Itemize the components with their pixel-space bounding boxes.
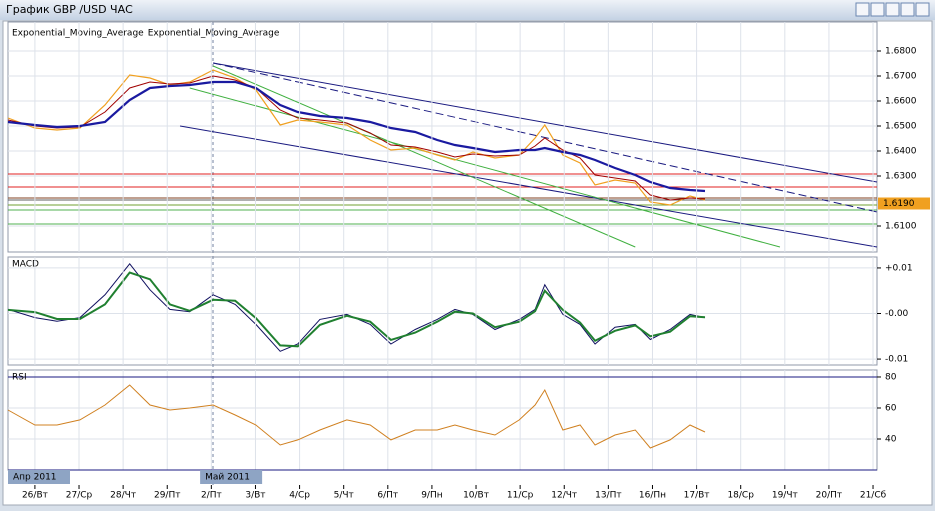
close-button[interactable] [915, 2, 930, 17]
x-tick-label: 28/Чт [110, 491, 136, 501]
period-label: Май 2011 [205, 473, 250, 483]
period-box [200, 470, 263, 484]
y-tick-label: -0.01 [885, 355, 908, 365]
maximize-button[interactable] [900, 2, 915, 17]
trend-line [213, 62, 878, 183]
y-tick-label: -0.00 [885, 309, 909, 319]
y-tick-label: 1.6300 [885, 172, 917, 182]
x-tick-label: 5/Чт [334, 491, 354, 501]
trend-line [212, 65, 636, 248]
series-line [7, 384, 706, 449]
x-tick-label: 4/Ср [289, 491, 310, 501]
trend-line [213, 62, 878, 213]
x-tick-label: 16/Пн [639, 491, 666, 501]
x-tick-label: 2/Пт [201, 491, 222, 501]
y-tick-label: 1.6700 [885, 72, 917, 82]
x-tick-label: 3/Вт [245, 491, 265, 501]
y-tick-label: 1.6400 [885, 147, 917, 157]
series-line [7, 75, 706, 201]
y-tick-label: 1.6500 [885, 122, 917, 132]
period-label: Апр 2011 [13, 473, 57, 483]
y-tick-label: 1.6100 [885, 222, 917, 232]
panel-frame [7, 256, 878, 366]
chart-area [2, 20, 933, 506]
tile-button[interactable] [870, 2, 885, 17]
period-box [8, 470, 70, 484]
series-line [7, 69, 706, 206]
x-tick-label: 12/Чт [551, 491, 577, 501]
y-tick-label: 40 [885, 434, 897, 444]
x-tick-label: 6/Пт [377, 491, 398, 501]
x-tick-label: 27/Ср [66, 491, 93, 501]
x-tick-label: 9/Пн [421, 491, 443, 501]
x-tick-label: 18/Ср [727, 491, 754, 501]
minimize-button[interactable] [885, 2, 900, 17]
y-tick-label: 1.6600 [885, 97, 917, 107]
x-tick-label: 11/Ср [507, 491, 534, 501]
legend-entry: Exponential_Moving_Average [12, 29, 144, 39]
panel-label: MACD [12, 260, 39, 270]
window-title: График GBP /USD ЧАС [6, 3, 133, 16]
series-line [7, 80, 706, 193]
x-tick-label: 29/Пт [154, 491, 181, 501]
help-button[interactable] [855, 2, 870, 17]
trend-line [189, 87, 781, 248]
title-bar [0, 0, 935, 20]
x-tick-label: 13/Пт [595, 491, 622, 501]
legend-entry: Exponential_Moving_Average [148, 29, 280, 39]
x-tick-label: 19/Чт [772, 491, 798, 501]
series-line [7, 271, 706, 348]
panel-label: RSI [12, 373, 27, 383]
y-tick-label: +0.01 [885, 263, 913, 273]
current-price-box [878, 197, 930, 210]
x-tick-label: 21/Сб [860, 491, 887, 501]
y-tick-label: 80 [885, 372, 897, 382]
trend-line [179, 125, 878, 248]
x-tick-label: 17/Вт [684, 491, 710, 501]
window-buttons[interactable] [855, 2, 930, 17]
panel-frame [7, 21, 878, 253]
y-tick-label: 1.6800 [885, 47, 917, 57]
x-tick-label: 20/Пт [816, 491, 843, 501]
current-price-label: 1.6190 [883, 199, 915, 209]
x-tick-label: 10/Вт [463, 491, 489, 501]
y-tick-label: 60 [885, 403, 897, 413]
x-tick-label: 26/Вт [22, 491, 48, 501]
